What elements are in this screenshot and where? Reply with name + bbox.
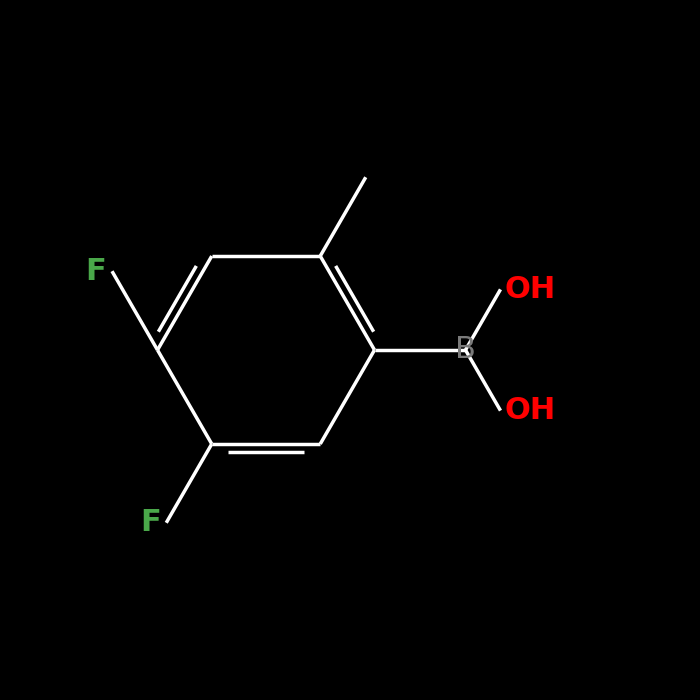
Text: B: B [455,335,476,365]
Text: OH: OH [504,396,555,425]
Text: F: F [85,257,106,286]
Text: OH: OH [504,275,555,304]
Text: F: F [140,508,160,538]
